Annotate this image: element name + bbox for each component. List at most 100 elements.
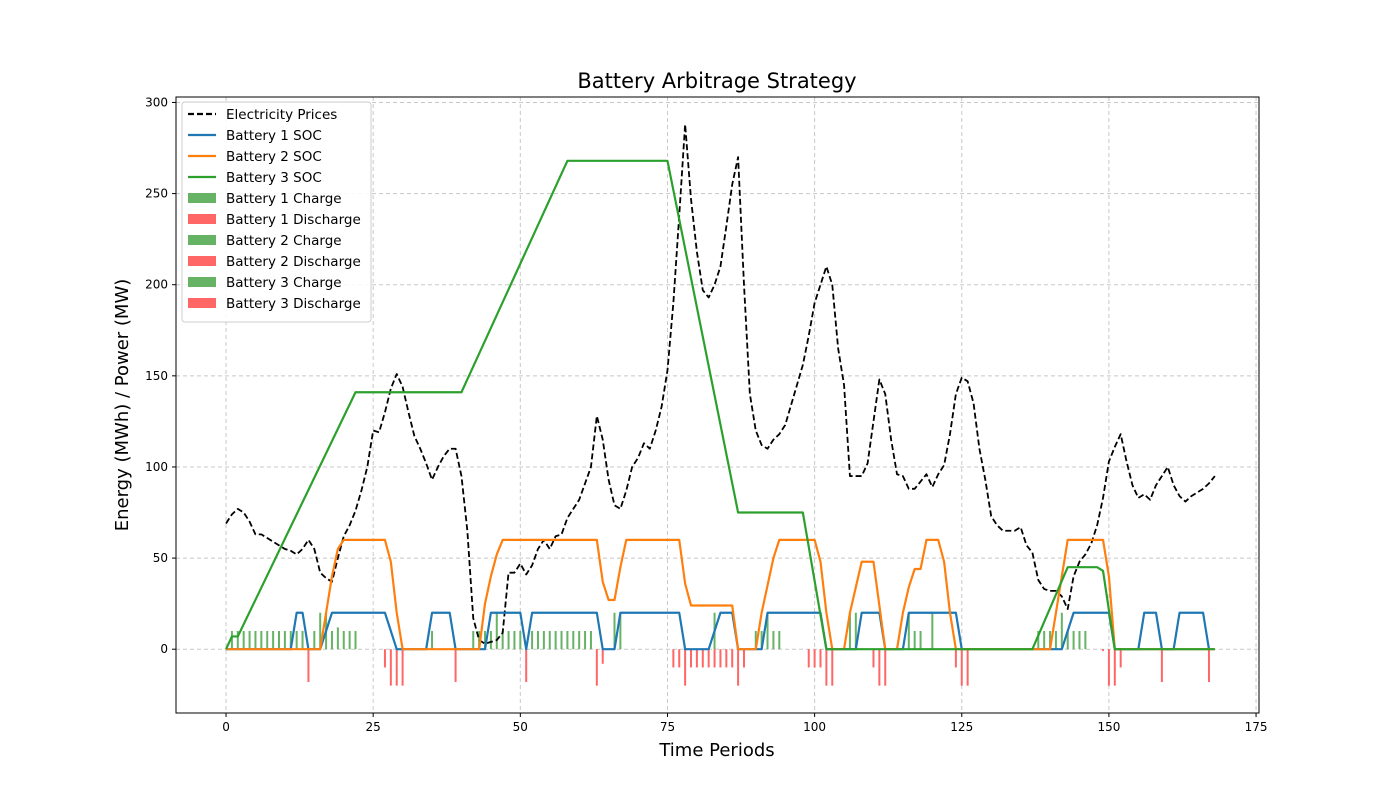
charge-bar [230, 630, 233, 650]
legend-label: Battery 3 SOC [226, 170, 322, 186]
charge-bar [472, 630, 475, 650]
discharge-bar [454, 649, 457, 683]
charge-bar [584, 630, 587, 650]
discharge-bar [672, 649, 675, 668]
x-tick-label: 25 [366, 720, 381, 734]
discharge-bar [678, 649, 681, 668]
battery-3-soc-line [225, 159, 1215, 651]
charge-bar [848, 612, 851, 650]
charge-bar [554, 630, 557, 650]
charge-bar [1072, 630, 1075, 650]
charge-discharge-bars [230, 612, 1210, 686]
discharge-bar [701, 649, 704, 668]
legend-swatch [188, 277, 216, 287]
charge-bar [1049, 630, 1052, 650]
charge-bar [572, 630, 575, 650]
charge-bar [854, 612, 857, 650]
legend-label: Battery 1 SOC [226, 128, 322, 144]
y-tick-label: 300 [145, 95, 168, 109]
charge-bar [330, 630, 333, 650]
discharge-bar [719, 649, 722, 668]
charge-bar [478, 630, 481, 650]
charge-bar [542, 630, 545, 650]
charge-bar [531, 630, 534, 650]
charge-bar [336, 627, 339, 650]
charge-bar [248, 630, 251, 650]
series-lines [225, 123, 1216, 651]
charge-bar [313, 630, 316, 650]
discharge-bar [684, 649, 687, 686]
chart-title: Battery Arbitrage Strategy [577, 69, 856, 93]
charge-bar [548, 630, 551, 650]
legend-label: Electricity Prices [226, 107, 337, 123]
discharge-bar [707, 649, 710, 668]
charge-bar [354, 630, 357, 650]
charge-bar [484, 630, 487, 650]
charge-bar [507, 630, 510, 650]
discharge-bar [525, 649, 528, 683]
legend-box [181, 101, 372, 323]
discharge-bar [807, 649, 810, 668]
discharge-bar [601, 649, 604, 664]
plot-frame [175, 96, 1260, 714]
x-tick-label: 0 [222, 720, 230, 734]
legend: Electricity Prices Battery 1 SOC Battery 2… [181, 101, 372, 323]
charge-bar [519, 630, 522, 650]
charge-bar [495, 612, 498, 650]
charge-bar [501, 630, 504, 650]
charge-bar [778, 630, 781, 650]
discharge-bar [742, 649, 745, 668]
legend-label: Battery 2 Charge [226, 233, 342, 249]
legend-label: Battery 1 Discharge [226, 212, 361, 228]
x-tick-label: 75 [660, 720, 675, 734]
discharge-bar [960, 649, 963, 686]
discharge-bar [737, 649, 740, 686]
charge-bar [295, 630, 298, 650]
charge-bar [1037, 630, 1040, 650]
charge-bar [348, 630, 351, 650]
discharge-bar [401, 649, 404, 686]
discharge-bar [690, 649, 693, 668]
charge-bar [236, 630, 239, 650]
charge-bar [578, 630, 581, 650]
y-tick-label: 50 [153, 551, 168, 565]
x-tick-label: 150 [1097, 720, 1120, 734]
discharge-bar [1113, 649, 1116, 686]
charge-bar [342, 630, 345, 650]
discharge-bar [713, 649, 716, 668]
discharge-bar [389, 649, 392, 686]
discharge-bar [395, 649, 398, 686]
charge-bar [1054, 630, 1057, 650]
discharge-bar [1102, 649, 1105, 652]
charge-bar [913, 630, 916, 650]
legend-label: Battery 3 Charge [226, 275, 342, 291]
charge-bar [431, 630, 434, 650]
y-axis-label: Energy (MWh) / Power (MW) [112, 279, 133, 532]
charge-bar [272, 630, 275, 650]
charge-bar [536, 630, 539, 650]
charge-bar [254, 630, 257, 650]
legend-swatch [188, 193, 216, 203]
charge-bar [560, 630, 563, 650]
charge-bar [1084, 630, 1087, 650]
charge-bar [907, 612, 910, 650]
charge-bar [1066, 630, 1069, 650]
legend-label: Battery 1 Charge [226, 191, 342, 207]
discharge-bar [872, 649, 875, 668]
discharge-bar [884, 649, 887, 686]
discharge-bar [878, 649, 881, 686]
charge-bar [301, 630, 304, 650]
discharge-bar [813, 649, 816, 668]
charge-bar [760, 630, 763, 650]
discharge-bar [831, 649, 834, 686]
discharge-bar [595, 649, 598, 686]
charge-bar [754, 630, 757, 650]
charge-bar [242, 630, 245, 650]
x-tick-label: 175 [1245, 720, 1268, 734]
discharge-bar [1160, 649, 1163, 683]
axis-ticks: 0 25 50 75 100 125 150 175 0 50 100 150 200 250 300 [145, 95, 1267, 734]
legend-label: Battery 3 Discharge [226, 296, 361, 312]
charge-bar [1060, 612, 1063, 650]
discharge-bar [954, 649, 957, 668]
